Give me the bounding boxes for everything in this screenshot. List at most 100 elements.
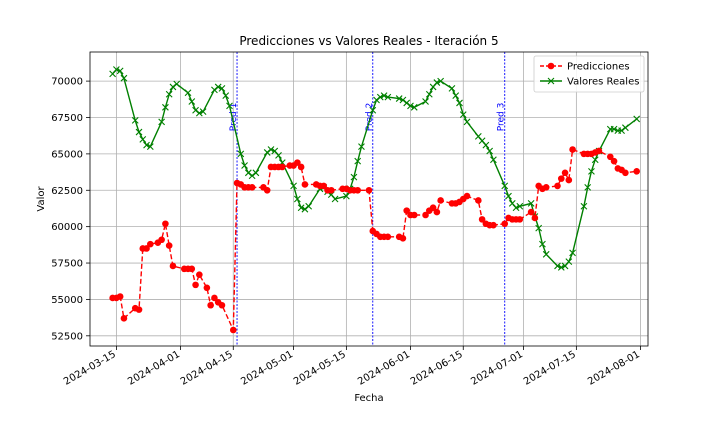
- data-point: [561, 169, 569, 177]
- data-point: [512, 204, 520, 212]
- data-point: [618, 127, 625, 134]
- data-point: [195, 109, 203, 117]
- y-tick-label: 57500: [51, 259, 83, 270]
- data-point: [633, 115, 641, 123]
- data-point: [490, 156, 497, 164]
- data-point: [482, 141, 490, 149]
- data-point: [422, 98, 429, 105]
- data-point: [395, 95, 403, 102]
- y-axis-label: Valor: [36, 186, 47, 212]
- data-point: [143, 141, 150, 149]
- x-tick-label: 2024-04-01: [126, 349, 182, 388]
- x-tick-label: 2024-04-15: [179, 349, 235, 388]
- data-point: [448, 84, 456, 92]
- data-point: [192, 106, 199, 114]
- data-point: [222, 92, 230, 100]
- data-point: [229, 326, 237, 334]
- legend: Predicciones Valores Reales: [533, 55, 645, 93]
- y-tick-label: 65000: [51, 149, 83, 160]
- data-point: [147, 240, 154, 248]
- data-point: [610, 125, 618, 133]
- data-point: [301, 205, 309, 213]
- data-point: [516, 202, 524, 210]
- series-line: [112, 148, 637, 331]
- x-axis-label: Fecha: [354, 393, 383, 404]
- data-point: [214, 83, 222, 91]
- data-point: [557, 175, 565, 182]
- data-point: [456, 99, 463, 107]
- data-point: [342, 192, 350, 200]
- data-point: [116, 293, 124, 300]
- data-point: [237, 150, 245, 158]
- legend-label: Predicciones: [567, 62, 630, 73]
- data-point: [207, 301, 214, 309]
- data-point: [211, 294, 218, 302]
- data-point: [569, 146, 576, 153]
- prediction-marker-label: Pred 2: [365, 103, 375, 132]
- data-point: [211, 86, 218, 94]
- data-point: [158, 118, 166, 126]
- data-point: [241, 162, 248, 169]
- data-point: [165, 90, 173, 98]
- data-point: [399, 96, 407, 104]
- prediction-marker-label: Pred 3: [497, 103, 507, 132]
- data-point: [135, 128, 143, 136]
- data-point: [320, 182, 328, 190]
- data-point: [380, 92, 388, 100]
- prediction-markers: Pred 1 Pred 2 Pred 3: [229, 52, 507, 346]
- data-point: [527, 199, 535, 207]
- data-point: [399, 234, 407, 242]
- data-point: [452, 92, 460, 100]
- x-tick-label: 2024-06-01: [356, 349, 412, 388]
- data-point: [384, 93, 392, 101]
- data-point: [429, 204, 437, 212]
- data-point: [116, 67, 124, 75]
- data-point: [463, 118, 471, 126]
- data-point: [244, 169, 252, 177]
- series-real: [109, 66, 641, 271]
- data-point: [376, 93, 384, 101]
- data-point: [584, 183, 592, 191]
- y-tick-label: 70000: [51, 77, 83, 88]
- data-point: [542, 250, 550, 258]
- data-point: [135, 306, 143, 313]
- data-point: [516, 216, 524, 223]
- data-point: [354, 186, 361, 194]
- data-point: [407, 102, 414, 110]
- data-point: [373, 96, 380, 104]
- data-point: [475, 197, 482, 204]
- data-point: [622, 169, 629, 177]
- data-point: [173, 80, 181, 88]
- y-axis: 52500 55000 57500 60000 62500 65000 67500 70000: [51, 77, 90, 342]
- data-point: [199, 108, 207, 116]
- legend-label: Valores Reales: [567, 77, 639, 88]
- data-point: [331, 195, 339, 203]
- data-point: [569, 249, 576, 257]
- data-point: [293, 195, 301, 203]
- data-point: [557, 264, 565, 271]
- y-tick-label: 62500: [51, 186, 83, 197]
- data-point: [354, 157, 362, 165]
- data-point: [294, 159, 301, 166]
- data-point: [290, 182, 297, 190]
- data-point: [188, 98, 196, 105]
- data-point: [162, 103, 169, 111]
- data-point: [305, 202, 313, 210]
- x-tick-label: 2024-08-01: [586, 349, 642, 388]
- data-point: [350, 173, 358, 181]
- data-point: [437, 197, 444, 204]
- data-point: [327, 186, 335, 194]
- data-point: [162, 220, 169, 228]
- data-point: [196, 271, 203, 278]
- data-point: [490, 221, 497, 229]
- data-point: [610, 157, 618, 165]
- data-point: [146, 143, 154, 150]
- y-tick-label: 67500: [51, 113, 83, 124]
- prediction-marker-label: Pred 1: [229, 103, 239, 132]
- x-tick-label: 2024-05-01: [239, 349, 295, 388]
- data-point: [501, 220, 509, 228]
- data-point: [248, 172, 256, 180]
- data-point: [463, 192, 471, 200]
- chart-title: Predicciones vs Valores Reales - Iteraci…: [239, 34, 498, 48]
